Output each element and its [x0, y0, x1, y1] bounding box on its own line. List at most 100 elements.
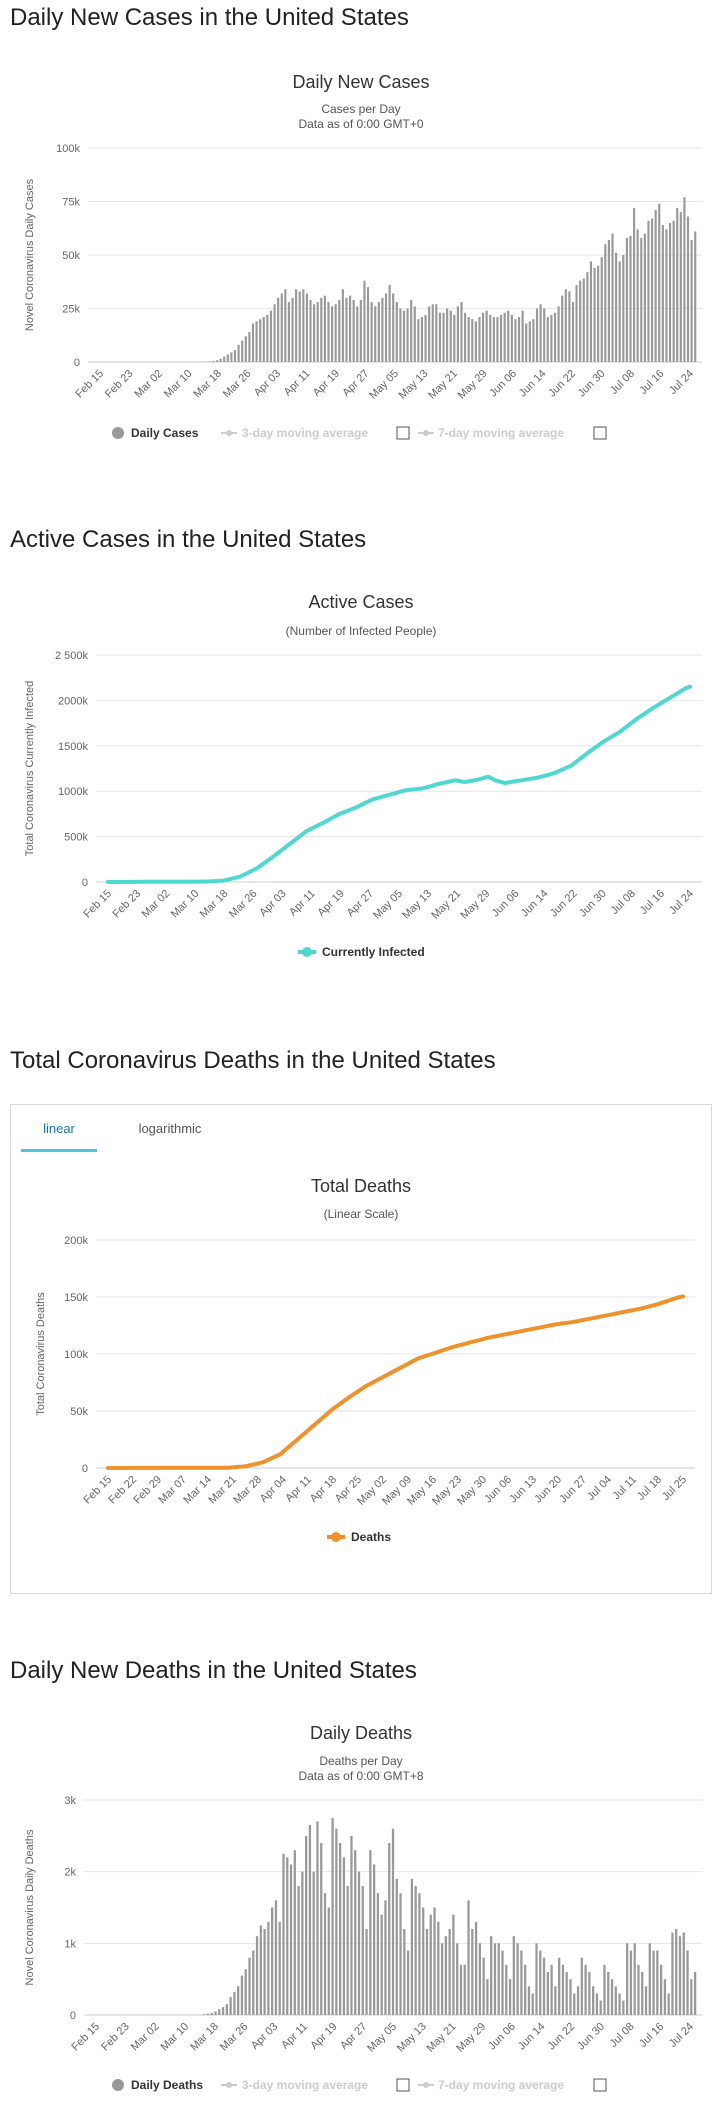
bar: [682, 1932, 685, 2015]
bar: [573, 1993, 576, 2015]
legend-ma7-dot: [423, 430, 429, 436]
x-tick-label: Feb 23: [99, 2021, 132, 2054]
bar: [377, 302, 380, 362]
legend-dot[interactable]: [112, 427, 124, 439]
legend-dot[interactable]: [331, 1532, 341, 1542]
x-tick-label: Apr 11: [279, 2021, 310, 2052]
y-tick-label: 100k: [56, 143, 80, 155]
bar: [474, 321, 477, 362]
bar: [331, 306, 334, 362]
bar: [490, 1936, 493, 2015]
x-tick-label: May 29: [454, 2021, 488, 2055]
bar: [579, 280, 582, 362]
legend-item-ma3[interactable]: 3-day moving average: [242, 2078, 368, 2092]
y-tick-label: 75k: [62, 197, 80, 209]
x-tick-label: Jun 30: [575, 2021, 607, 2053]
ma7-checkbox[interactable]: [593, 426, 607, 440]
legend-item-ma3[interactable]: 3-day moving average: [242, 426, 368, 440]
bar: [546, 317, 549, 362]
y-tick-label: 2 500k: [55, 650, 89, 662]
bar: [392, 293, 395, 362]
bar: [444, 1936, 448, 2015]
bar: [503, 312, 506, 362]
ma3-checkbox[interactable]: [396, 426, 410, 440]
chart-title: Total Deaths: [311, 1176, 411, 1196]
x-tick-label: Jun 20: [532, 1474, 564, 1506]
bar: [516, 1943, 519, 2015]
x-tick-label: Jun 14: [516, 2021, 548, 2053]
bar: [626, 1943, 629, 2015]
bar: [485, 310, 488, 362]
x-tick-label: Jun 06: [490, 888, 522, 920]
bar: [267, 1921, 270, 2015]
bar: [625, 237, 628, 362]
bar: [478, 1943, 481, 2015]
bar: [510, 314, 513, 362]
legend-item-main[interactable]: Daily Deaths: [131, 2078, 203, 2092]
bar: [693, 1972, 697, 2015]
bar: [323, 1893, 327, 2015]
bar: [535, 308, 539, 362]
bar: [248, 332, 251, 362]
y-tick-label: 3k: [64, 1795, 76, 1807]
legend-item-main[interactable]: Currently Infected: [322, 945, 425, 959]
bar: [388, 284, 391, 362]
bar: [588, 1972, 591, 2015]
bar: [248, 1957, 251, 2015]
ma3-checkbox[interactable]: [396, 2078, 410, 2092]
x-tick-label: Apr 03: [249, 2021, 280, 2052]
bar: [363, 280, 366, 362]
bar: [252, 1950, 255, 2015]
bar: [380, 1914, 383, 2015]
x-tick-label: Mar 10: [169, 888, 202, 921]
bar: [676, 207, 679, 362]
bar: [255, 321, 258, 362]
bar: [539, 304, 542, 362]
bar: [273, 304, 276, 362]
x-tick-label: Apr 11: [287, 888, 318, 919]
legend-item-ma7[interactable]: 7-day moving average: [438, 2078, 564, 2092]
bar: [654, 210, 657, 362]
bar: [384, 1900, 387, 2015]
legend-item-ma7[interactable]: 7-day moving average: [438, 426, 564, 440]
bar: [293, 1850, 296, 2015]
x-tick-label: May 21: [425, 2021, 459, 2055]
bar: [507, 310, 510, 362]
x-tick-label: Jun 14: [517, 368, 549, 400]
bar: [395, 302, 398, 362]
x-tick-label: Mar 26: [221, 368, 254, 401]
y-axis-label: Total Coronavirus Deaths: [35, 1292, 47, 1416]
bar: [607, 240, 610, 362]
chart-subtitle: Deaths per Day: [319, 1754, 402, 1768]
x-tick-label: Jul 08: [607, 2021, 636, 2050]
legend-item-main[interactable]: Deaths: [351, 1530, 391, 1544]
tab-linear[interactable]: linear: [21, 1119, 97, 1152]
x-tick-label: Mar 28: [231, 1474, 264, 1507]
bar: [259, 1925, 262, 2015]
bar: [341, 289, 344, 362]
bar: [428, 306, 431, 362]
x-tick-label: Jul 04: [585, 1474, 614, 1503]
ma7-checkbox[interactable]: [593, 2078, 607, 2092]
x-tick-label: May 29: [456, 368, 490, 402]
tab-logarithmic[interactable]: logarithmic: [138, 1121, 202, 1136]
x-tick-label: Jun 14: [519, 888, 551, 920]
bar: [584, 1964, 587, 2015]
bar: [352, 299, 355, 362]
legend-dot[interactable]: [302, 947, 312, 957]
bar: [335, 1828, 338, 2015]
bar: [521, 310, 524, 362]
legend-dot[interactable]: [112, 2079, 124, 2091]
bar: [499, 314, 503, 362]
chart-title: Daily Deaths: [310, 1723, 412, 1743]
x-tick-label: Feb 15: [81, 888, 114, 921]
x-tick-label: Jun 13: [507, 1474, 539, 1506]
bar: [658, 203, 661, 362]
bar: [320, 1843, 323, 2015]
bar: [369, 1850, 372, 2015]
y-tick-label: 0: [82, 877, 88, 889]
x-tick-label: Jul 24: [667, 368, 696, 397]
x-tick-label: Jul 16: [638, 888, 667, 917]
bar: [610, 1979, 614, 2015]
legend-item-main[interactable]: Daily Cases: [131, 426, 199, 440]
